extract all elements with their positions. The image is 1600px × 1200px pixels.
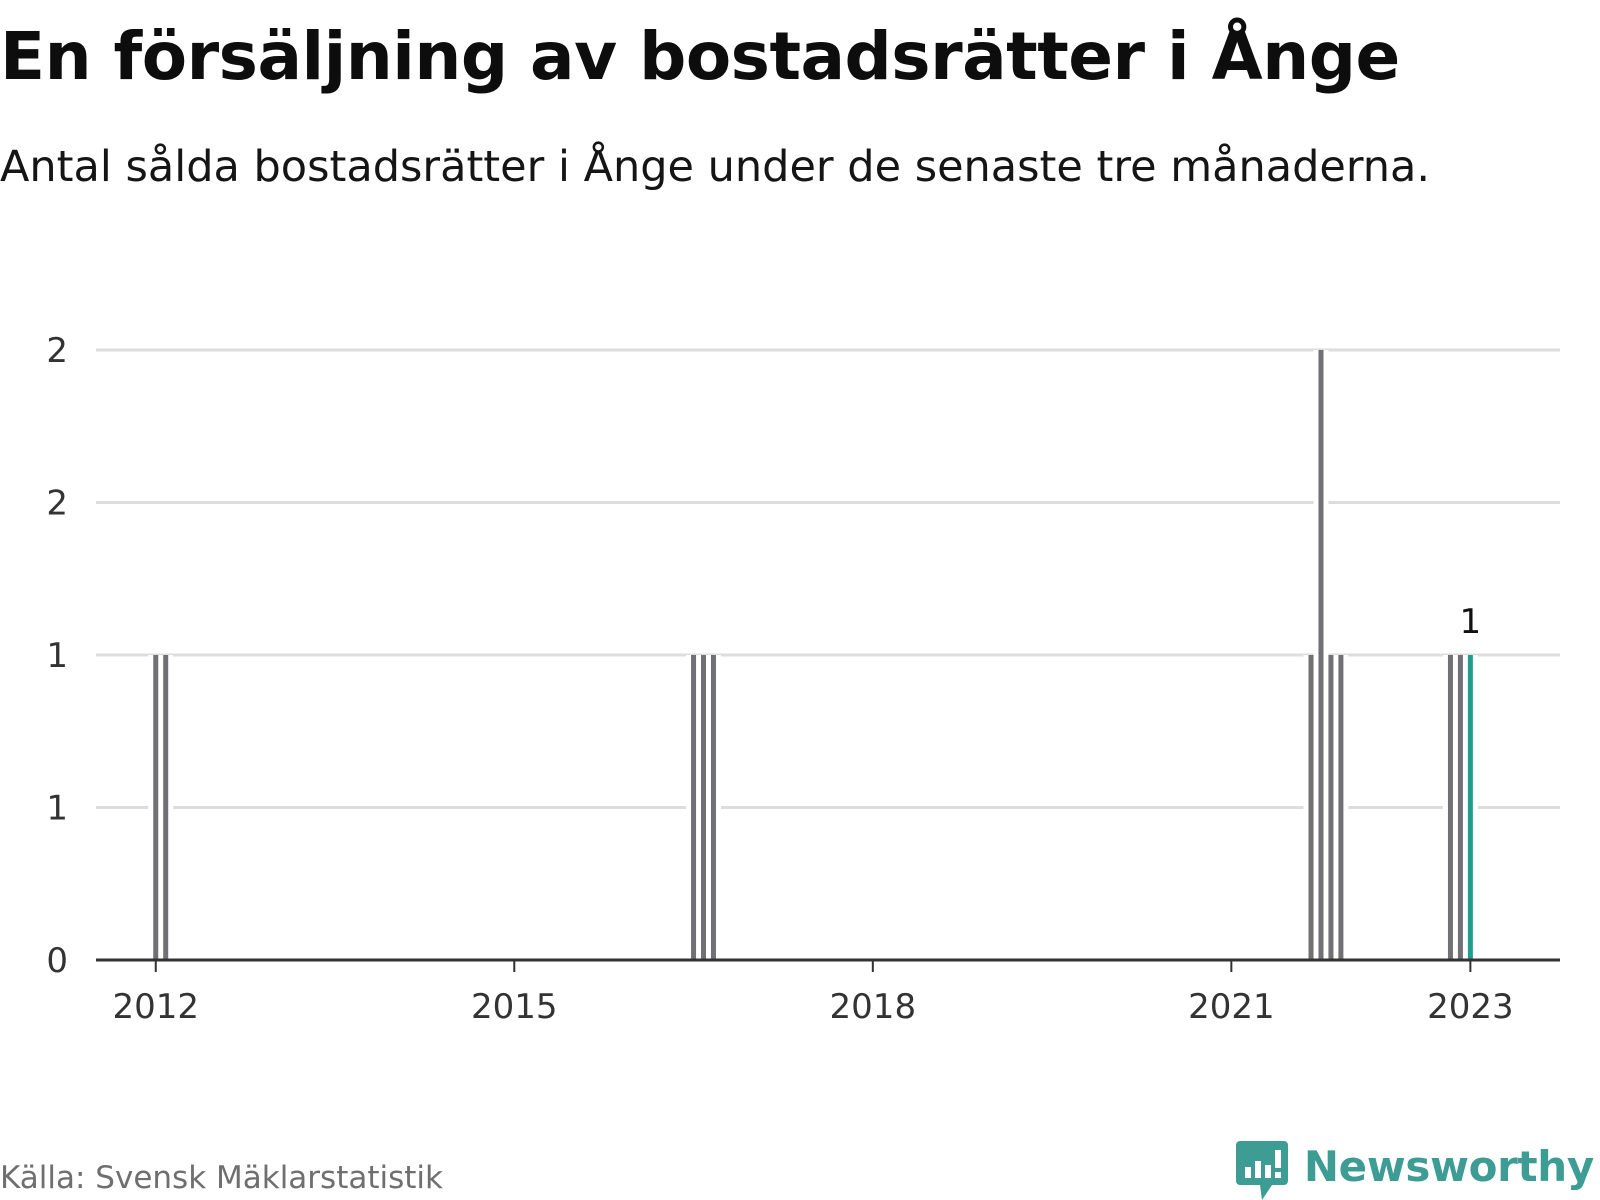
y-tick-label: 2 xyxy=(46,484,68,524)
bar xyxy=(1457,655,1463,960)
x-tick-label: 2018 xyxy=(830,987,917,1027)
highlight-value-label: 1 xyxy=(1460,602,1482,642)
y-tick-label: 2 xyxy=(46,331,68,371)
bar xyxy=(1447,655,1453,960)
bar xyxy=(1338,655,1344,960)
chart-subtitle: Antal sålda bostadsrätter i Ånge under d… xyxy=(0,142,1431,192)
bar xyxy=(1308,655,1314,960)
bar xyxy=(163,655,169,960)
brand-name: Newsworthy xyxy=(1303,1142,1594,1191)
bar-chart-speech-bubble-icon xyxy=(1235,1141,1288,1200)
x-tick-label: 2023 xyxy=(1427,987,1514,1027)
bar xyxy=(691,655,697,960)
y-tick-label: 0 xyxy=(46,941,68,981)
y-tick-label: 1 xyxy=(46,636,68,676)
x-tick-label: 2015 xyxy=(471,987,558,1027)
x-tick-label: 2012 xyxy=(112,987,199,1027)
bar-highlight xyxy=(1467,655,1473,960)
chart-title: En försäljning av bostadsrätter i Ånge xyxy=(0,18,1400,95)
labels: 0 1 1 2 2 1 2012 2015 2018 2021 2023 xyxy=(46,331,1513,1027)
bars xyxy=(148,350,1478,960)
bar xyxy=(1318,350,1324,960)
y-tick-label: 1 xyxy=(46,789,68,829)
axes xyxy=(96,958,1560,972)
bar xyxy=(153,655,159,960)
x-tick-label: 2021 xyxy=(1188,987,1275,1027)
bar-chart: 0 1 1 2 2 1 2012 2015 2018 2021 2023 xyxy=(46,331,1560,1027)
bar xyxy=(701,655,707,960)
bar xyxy=(710,655,716,960)
source-note: Källa: Svensk Mäklarstatistik xyxy=(0,1160,443,1196)
newsworthy-logo: Newsworthy xyxy=(1235,1141,1594,1200)
bar xyxy=(1328,655,1334,960)
